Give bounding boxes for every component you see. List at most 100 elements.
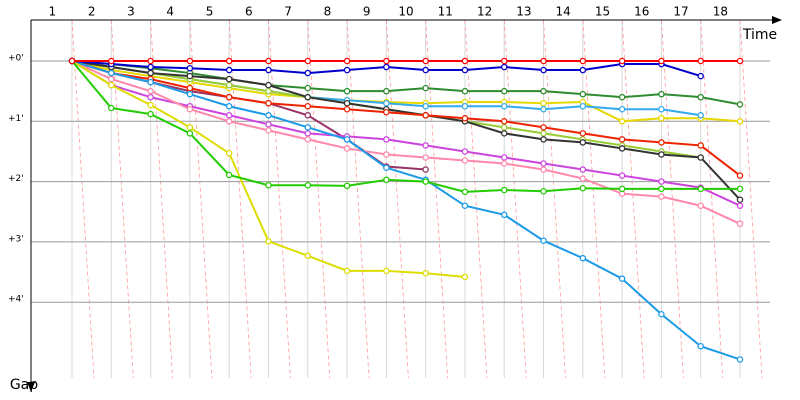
data-point <box>343 105 351 113</box>
data-point <box>225 81 233 89</box>
data-point <box>540 166 547 173</box>
data-point <box>540 130 547 137</box>
data-point <box>343 267 351 275</box>
data-point <box>422 142 429 149</box>
lap-line <box>582 19 606 379</box>
data-point <box>383 176 390 184</box>
data-point <box>265 127 272 134</box>
x-tick-label: 17 <box>673 5 688 19</box>
data-point <box>225 75 233 83</box>
data-point <box>461 273 469 281</box>
data-point <box>579 90 587 98</box>
plot-area <box>68 57 744 363</box>
lap-line <box>543 19 566 379</box>
series-line <box>71 60 741 207</box>
data-point <box>422 270 429 277</box>
data-point <box>697 57 704 65</box>
data-point <box>461 87 469 95</box>
data-point <box>422 102 429 110</box>
data-point <box>186 84 194 92</box>
series-line <box>71 60 741 106</box>
x-tick-label: 10 <box>398 5 413 19</box>
data-point <box>579 175 587 182</box>
data-point <box>461 148 469 155</box>
data-point <box>186 130 194 137</box>
lap-line <box>739 19 763 379</box>
data-point <box>265 181 272 189</box>
data-point <box>265 99 272 107</box>
data-point <box>225 102 233 110</box>
lap-line <box>346 19 370 379</box>
data-point <box>186 57 194 65</box>
lap-line <box>71 19 95 379</box>
x-tick-label: 2 <box>88 5 96 19</box>
data-point <box>579 66 587 74</box>
x-tick-label: 7 <box>284 5 292 19</box>
x-tick-label: 8 <box>324 5 332 19</box>
data-point <box>383 164 390 171</box>
y-tick-label: +3' <box>8 234 24 244</box>
data-point <box>579 139 587 146</box>
data-point <box>500 63 508 71</box>
data-point <box>383 267 390 275</box>
data-point <box>697 142 704 149</box>
data-point <box>343 66 351 74</box>
data-point <box>736 172 744 179</box>
data-point <box>108 57 115 65</box>
data-point <box>147 87 154 95</box>
data-point <box>304 93 312 101</box>
data-point <box>500 118 508 125</box>
x-tick-label: 6 <box>245 5 253 19</box>
data-point <box>225 93 233 101</box>
y-axis-arrow <box>27 382 35 392</box>
data-point <box>697 202 704 209</box>
series-line <box>71 60 740 193</box>
x-tick-label: 13 <box>516 5 531 19</box>
lap-line <box>661 19 684 379</box>
data-point <box>343 57 351 65</box>
data-point <box>304 57 312 65</box>
data-point <box>618 105 626 113</box>
series-line <box>71 60 741 177</box>
y-tick-label: +0' <box>8 54 24 64</box>
data-point <box>579 254 587 262</box>
series-line <box>71 60 741 201</box>
data-point <box>225 171 233 179</box>
data-point <box>304 252 312 260</box>
data-point <box>736 202 744 209</box>
data-point <box>225 66 233 74</box>
data-point <box>383 99 390 107</box>
data-point <box>186 90 194 98</box>
data-point <box>697 154 704 161</box>
data-point <box>500 211 508 219</box>
data-point <box>265 112 272 119</box>
data-point <box>579 130 587 137</box>
data-point <box>461 157 469 164</box>
x-tick-label: 4 <box>166 5 174 19</box>
lap-line <box>700 19 724 379</box>
data-point <box>618 136 626 143</box>
data-point <box>265 81 272 89</box>
data-point <box>304 69 312 77</box>
data-point <box>265 121 272 128</box>
x-axis-arrow <box>772 16 782 24</box>
data-point <box>461 66 469 74</box>
data-point <box>108 81 115 89</box>
data-point <box>461 57 469 65</box>
data-point <box>147 57 154 65</box>
data-point <box>265 57 272 65</box>
data-point <box>304 181 312 189</box>
data-point <box>186 64 194 72</box>
data-point <box>343 182 351 190</box>
data-point <box>500 160 508 167</box>
data-point <box>658 57 665 65</box>
data-point <box>540 105 547 113</box>
data-point <box>265 87 272 95</box>
data-point <box>225 118 233 125</box>
data-point <box>343 87 351 95</box>
lap-line <box>621 19 645 379</box>
data-point <box>383 63 390 71</box>
data-point <box>736 196 744 203</box>
data-point <box>304 102 312 110</box>
